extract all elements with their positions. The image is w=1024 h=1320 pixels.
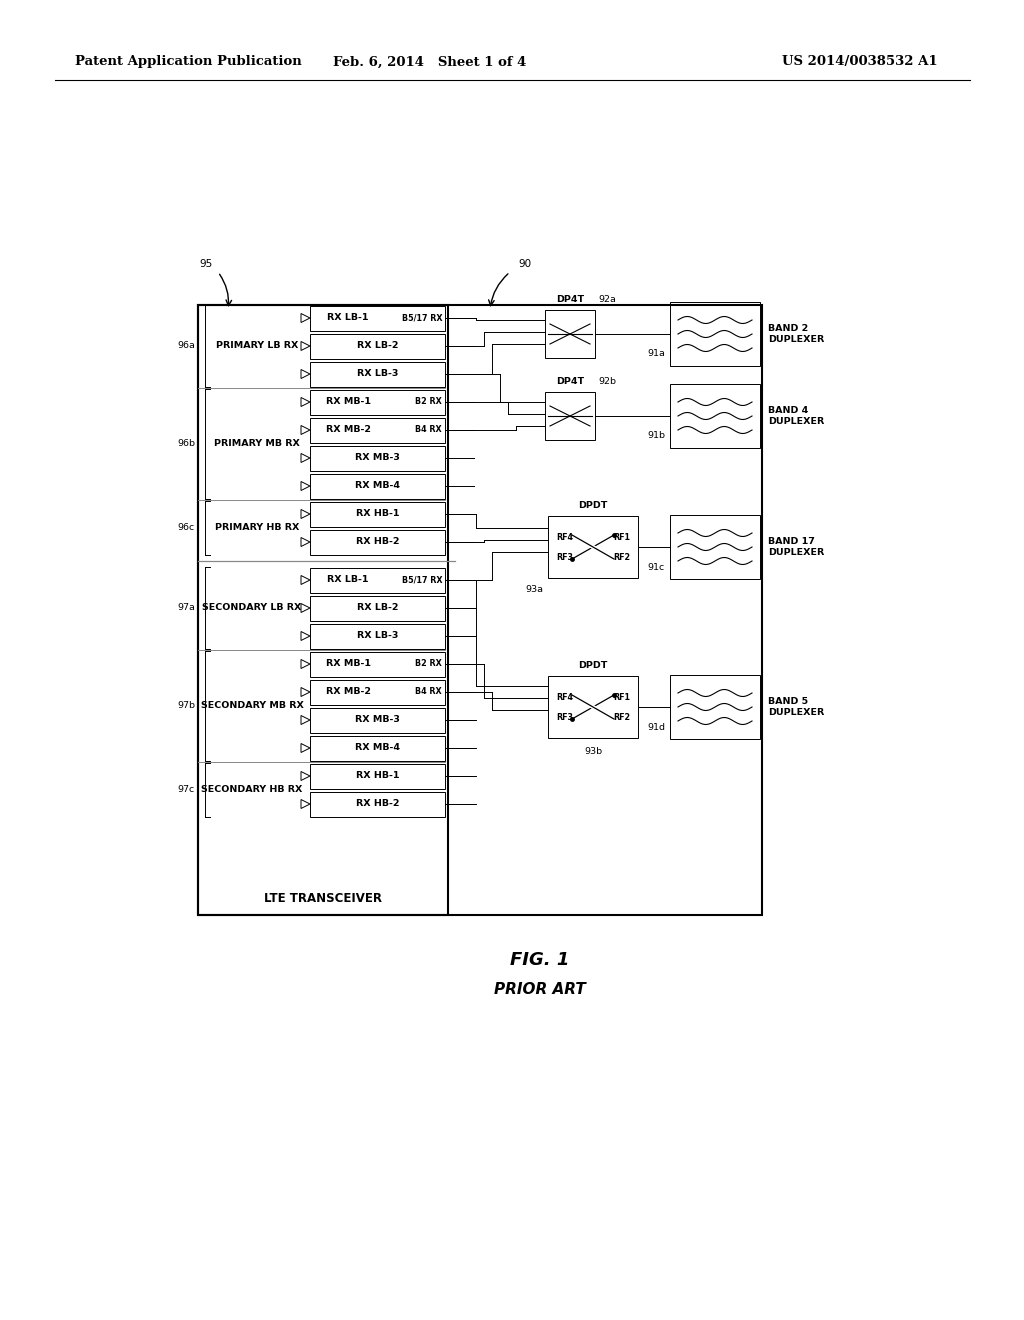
Bar — [198, 305, 762, 915]
Text: BAND 2
DUPLEXER: BAND 2 DUPLEXER — [768, 325, 824, 343]
Text: 96a: 96a — [177, 342, 195, 351]
Text: PRIMARY MB RX: PRIMARY MB RX — [214, 440, 300, 449]
Bar — [310, 763, 445, 788]
Bar — [545, 392, 595, 440]
Bar — [310, 568, 445, 593]
Bar — [310, 735, 445, 760]
Text: RF2: RF2 — [613, 553, 630, 561]
Text: 91a: 91a — [647, 350, 665, 359]
Text: 91b: 91b — [647, 432, 665, 441]
Bar — [310, 623, 445, 648]
Bar — [310, 305, 445, 330]
Text: RF4: RF4 — [556, 532, 573, 541]
Bar — [548, 676, 638, 738]
Bar — [310, 474, 445, 499]
Text: 93a: 93a — [525, 586, 543, 594]
Text: B2 RX: B2 RX — [416, 660, 442, 668]
Text: BAND 5
DUPLEXER: BAND 5 DUPLEXER — [768, 697, 824, 717]
Text: RX LB-3: RX LB-3 — [356, 631, 398, 640]
Text: 96b: 96b — [177, 440, 195, 449]
Text: B5/17 RX: B5/17 RX — [401, 314, 442, 322]
Text: RF4: RF4 — [556, 693, 573, 701]
Text: 91d: 91d — [647, 722, 665, 731]
Bar — [670, 302, 760, 366]
Text: BAND 17
DUPLEXER: BAND 17 DUPLEXER — [768, 537, 824, 557]
Text: PRIOR ART: PRIOR ART — [495, 982, 586, 998]
Bar — [310, 446, 445, 470]
Text: RX MB-4: RX MB-4 — [355, 482, 400, 491]
Bar — [310, 502, 445, 527]
Text: 91c: 91c — [648, 562, 665, 572]
Text: 96c: 96c — [178, 524, 195, 532]
Text: RX MB-1: RX MB-1 — [326, 660, 371, 668]
Text: RX HB-2: RX HB-2 — [355, 800, 399, 808]
Text: B4 RX: B4 RX — [416, 688, 442, 697]
Bar — [198, 305, 449, 915]
Text: SECONDARY LB RX: SECONDARY LB RX — [203, 603, 302, 612]
Text: 93b: 93b — [584, 747, 602, 756]
Text: B4 RX: B4 RX — [416, 425, 442, 434]
Text: FIG. 1: FIG. 1 — [510, 950, 569, 969]
Bar — [545, 310, 595, 358]
Text: DPDT: DPDT — [579, 661, 607, 671]
Text: B2 RX: B2 RX — [416, 397, 442, 407]
Bar — [310, 417, 445, 442]
Text: US 2014/0038532 A1: US 2014/0038532 A1 — [782, 55, 938, 69]
Text: RX MB-2: RX MB-2 — [326, 425, 371, 434]
Text: B5/17 RX: B5/17 RX — [401, 576, 442, 585]
Text: RX LB-1: RX LB-1 — [328, 314, 369, 322]
Text: SECONDARY HB RX: SECONDARY HB RX — [202, 785, 303, 795]
Bar — [310, 680, 445, 705]
Text: RX MB-2: RX MB-2 — [326, 688, 371, 697]
Text: RX MB-4: RX MB-4 — [355, 743, 400, 752]
Text: PRIMARY LB RX: PRIMARY LB RX — [216, 342, 298, 351]
Text: RX MB-3: RX MB-3 — [355, 715, 400, 725]
Bar — [670, 384, 760, 447]
Text: RX MB-3: RX MB-3 — [355, 454, 400, 462]
Text: Patent Application Publication: Patent Application Publication — [75, 55, 302, 69]
Bar — [670, 675, 760, 739]
Text: DPDT: DPDT — [579, 502, 607, 510]
Text: 90: 90 — [518, 259, 531, 269]
Text: 97b: 97b — [177, 701, 195, 710]
Text: RF1: RF1 — [613, 693, 630, 701]
Bar — [310, 792, 445, 817]
Bar — [310, 652, 445, 676]
Text: 97a: 97a — [177, 603, 195, 612]
Bar — [310, 595, 445, 620]
Bar — [670, 515, 760, 579]
Text: RX MB-1: RX MB-1 — [326, 397, 371, 407]
Text: RX HB-1: RX HB-1 — [355, 510, 399, 519]
Text: RX HB-2: RX HB-2 — [355, 537, 399, 546]
Text: 92a: 92a — [598, 294, 615, 304]
Text: RF3: RF3 — [556, 713, 573, 722]
Text: RX LB-3: RX LB-3 — [356, 370, 398, 379]
Text: PRIMARY HB RX: PRIMARY HB RX — [215, 524, 299, 532]
Bar — [310, 529, 445, 554]
Bar — [310, 389, 445, 414]
Bar — [310, 362, 445, 387]
Text: DP4T: DP4T — [556, 294, 584, 304]
Bar — [548, 516, 638, 578]
Text: RF2: RF2 — [613, 713, 630, 722]
Text: 95: 95 — [200, 259, 213, 269]
Text: LTE TRANSCEIVER: LTE TRANSCEIVER — [264, 892, 382, 906]
Text: RF1: RF1 — [613, 532, 630, 541]
Text: RF3: RF3 — [556, 553, 573, 561]
Text: RX LB-2: RX LB-2 — [356, 342, 398, 351]
Bar — [310, 334, 445, 359]
Text: RX HB-1: RX HB-1 — [355, 771, 399, 780]
Text: 92b: 92b — [598, 378, 616, 385]
Text: Feb. 6, 2014   Sheet 1 of 4: Feb. 6, 2014 Sheet 1 of 4 — [334, 55, 526, 69]
Text: SECONDARY MB RX: SECONDARY MB RX — [201, 701, 303, 710]
Text: RX LB-2: RX LB-2 — [356, 603, 398, 612]
Text: RX LB-1: RX LB-1 — [328, 576, 369, 585]
Text: DP4T: DP4T — [556, 378, 584, 385]
Bar — [310, 708, 445, 733]
Text: BAND 4
DUPLEXER: BAND 4 DUPLEXER — [768, 407, 824, 425]
Text: 97c: 97c — [178, 785, 195, 795]
